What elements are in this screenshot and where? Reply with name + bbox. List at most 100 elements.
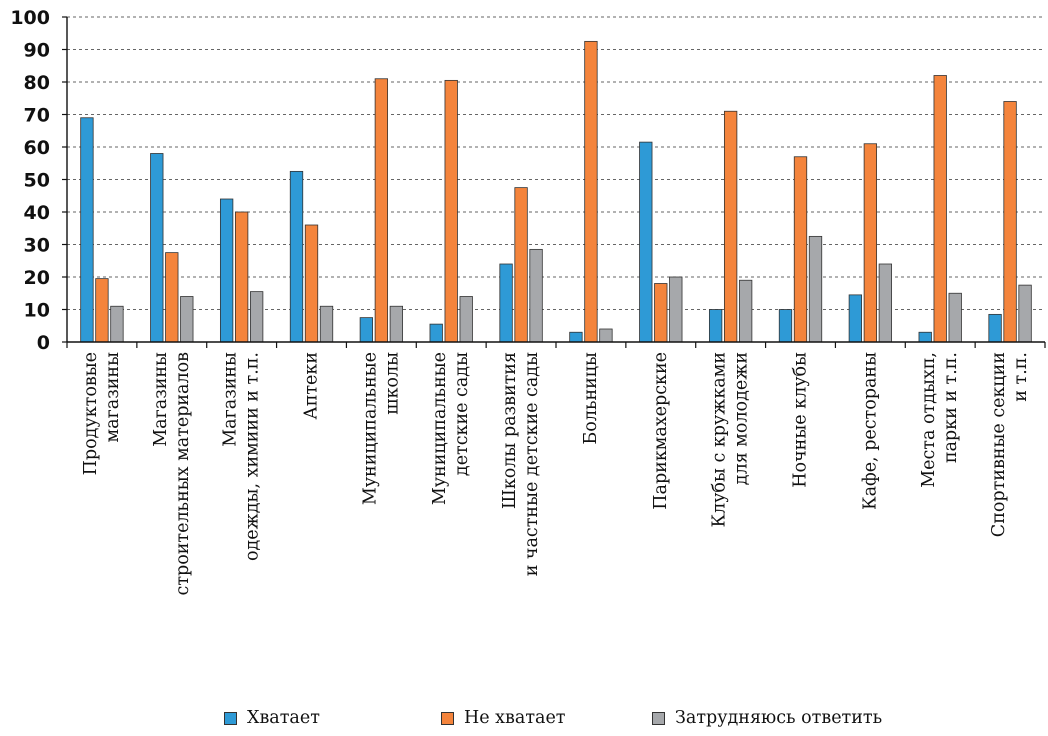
- bar-enough: [359, 317, 374, 343]
- bar-enough: [429, 323, 443, 343]
- category-label-line: и частные детские сады: [522, 352, 542, 576]
- bar-chart: 0 10 20 30 40 50 60 70 80 90 100 Продуктовые магази…: [10, 7, 1046, 596]
- y-tick-label: 20: [24, 267, 50, 289]
- category-label-line: Больницы: [581, 352, 601, 445]
- category-label-line: Муниципальные: [430, 352, 450, 505]
- bar-not-enough: [304, 224, 319, 343]
- legend-swatch-0: [224, 711, 237, 725]
- bar-hard-to-say: [110, 305, 124, 343]
- bar-hard-to-say: [389, 305, 404, 343]
- category-label: Клубы с кружками для молодежи: [710, 352, 752, 528]
- bar-enough: [499, 263, 513, 343]
- bar-hard-to-say: [249, 291, 264, 343]
- bar-enough: [150, 153, 164, 343]
- bar-hard-to-say: [1018, 284, 1032, 343]
- bar-not-enough: [863, 143, 878, 343]
- bar-enough: [569, 331, 583, 343]
- bar-enough: [289, 170, 304, 343]
- category-label: Спортивные секции и т.п.: [989, 352, 1031, 537]
- category-label: Больницы: [581, 352, 601, 445]
- category-label: Школы развития и частные детские сады: [500, 352, 542, 576]
- bar-enough: [918, 331, 932, 343]
- bar-enough: [848, 294, 863, 343]
- bars: [80, 40, 1032, 343]
- category-label: Магазины строительных материалов: [151, 352, 193, 596]
- y-tick-label: 90: [24, 40, 50, 62]
- category-label-line: школы: [382, 352, 402, 415]
- bar-hard-to-say: [669, 276, 683, 343]
- category-label: Ночные клубы: [791, 352, 811, 488]
- bar-hard-to-say: [599, 328, 613, 343]
- bar-hard-to-say: [878, 263, 893, 343]
- legend-label-2: Затрудняюсь ответить: [675, 708, 883, 728]
- legend-swatch-2: [652, 711, 665, 725]
- bar-not-enough: [234, 211, 249, 343]
- category-label-line: Школы развития: [500, 352, 520, 509]
- bar-hard-to-say: [738, 279, 753, 343]
- bar-not-enough: [933, 75, 947, 343]
- legend-item-1: Не хватает: [441, 708, 566, 728]
- y-tick-label: 10: [24, 300, 50, 322]
- bar-enough: [80, 117, 94, 343]
- category-label-line: Магазины: [151, 352, 171, 447]
- bar-not-enough: [514, 187, 528, 343]
- y-tick-label: 0: [37, 332, 50, 354]
- bar-enough: [219, 198, 234, 343]
- bar-not-enough: [444, 79, 458, 343]
- y-tick-labels: 0 10 20 30 40 50 60 70 80 90 100: [10, 7, 67, 354]
- category-label: Аптеки: [302, 352, 322, 420]
- category-label: Парикмахерские: [651, 352, 671, 510]
- category-label-line: парки и т.п.: [941, 352, 961, 463]
- category-label-line: Кафе, рестораны: [860, 352, 880, 510]
- legend-swatch-1: [441, 711, 454, 725]
- legend-item-0: Хватает: [224, 708, 320, 728]
- bar-hard-to-say: [948, 292, 962, 343]
- category-label: Муниципальные детские сады: [430, 352, 472, 505]
- category-label-line: и т.п.: [1011, 352, 1031, 402]
- category-label: Кафе, рестораны: [860, 352, 880, 510]
- legend-label-1: Не хватает: [464, 708, 566, 728]
- category-label-line: одежды, химиии и т.п.: [243, 352, 263, 561]
- bar-not-enough: [1003, 101, 1017, 343]
- category-label-line: Парикмахерские: [651, 352, 671, 510]
- y-tick-label: 60: [24, 137, 50, 159]
- bar-hard-to-say: [459, 296, 473, 343]
- bar-not-enough: [95, 278, 109, 343]
- category-label-line: Спортивные секции: [989, 352, 1009, 537]
- category-label-line: Места отдыхп,: [919, 352, 939, 488]
- y-tick-label: 50: [24, 170, 50, 192]
- y-tick-label: 100: [10, 7, 50, 29]
- legend-label-0: Хватает: [247, 708, 320, 728]
- y-tick-label: 30: [24, 235, 50, 257]
- category-label: Места отдыхп, парки и т.п.: [919, 352, 961, 488]
- bar-not-enough: [723, 110, 738, 343]
- category-label-line: Ночные клубы: [791, 352, 811, 488]
- category-label-line: Продуктовые: [81, 352, 101, 475]
- legend-item-2: Затрудняюсь ответить: [652, 708, 882, 728]
- category-label: Муниципальные школы: [360, 352, 402, 505]
- category-label-line: Аптеки: [302, 352, 322, 420]
- bar-enough: [988, 313, 1002, 343]
- bar-not-enough: [584, 40, 598, 343]
- y-tick-label: 70: [24, 105, 50, 127]
- bar-hard-to-say: [808, 235, 823, 343]
- category-label-line: магазины: [103, 352, 123, 443]
- x-category-labels: Продуктовые магазины Магазины строительных …: [81, 352, 1031, 596]
- bar-enough: [639, 141, 653, 343]
- bar-hard-to-say: [180, 296, 194, 343]
- category-label-line: Магазины: [221, 352, 241, 447]
- y-tick-label: 80: [24, 72, 50, 94]
- category-label-line: для молодежи: [732, 352, 752, 485]
- category-label-line: детские сады: [452, 352, 472, 476]
- axes: [66, 17, 1046, 348]
- category-label-line: Муниципальные: [360, 352, 380, 505]
- category-label-line: Клубы с кружками: [710, 352, 730, 528]
- bar-not-enough: [165, 252, 179, 343]
- bar-hard-to-say: [319, 305, 334, 343]
- bar-not-enough: [654, 283, 668, 343]
- bar-hard-to-say: [529, 248, 543, 343]
- y-tick-label: 40: [24, 202, 50, 224]
- bar-not-enough: [793, 156, 808, 343]
- category-label: Продуктовые магазины: [81, 352, 123, 475]
- legend: Хватает Не хватает Затрудняюсь ответить: [0, 708, 1048, 732]
